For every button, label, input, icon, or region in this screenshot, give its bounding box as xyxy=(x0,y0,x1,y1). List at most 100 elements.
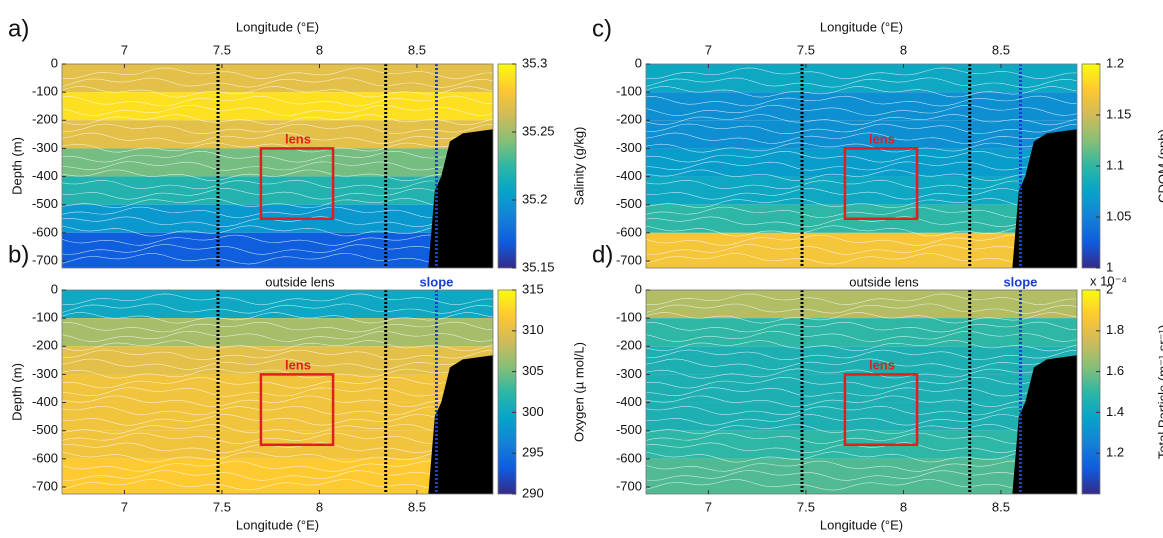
colorbar-tick-label: 35.15 xyxy=(522,259,555,274)
isoline xyxy=(62,86,493,98)
lens-box xyxy=(259,147,335,221)
y-tick-label: -100 xyxy=(616,310,642,325)
isoline xyxy=(62,321,493,333)
x-tick-label: 8.5 xyxy=(992,499,1010,514)
isoline xyxy=(646,312,1077,324)
colorbar-label: Oxygen (µ mol/L) xyxy=(571,342,586,442)
annotation: lens xyxy=(869,357,895,372)
y-tick-label: -100 xyxy=(616,84,642,99)
x-axis-label: Longitude (°E) xyxy=(820,517,903,532)
depth-band xyxy=(646,232,1077,268)
depth-band xyxy=(646,458,1077,494)
y-tick-label: -500 xyxy=(616,422,642,437)
frame xyxy=(61,289,494,495)
isoline xyxy=(646,293,1077,306)
isoline xyxy=(62,303,493,314)
colorbar-tick-label: 1.05 xyxy=(1106,208,1131,223)
y-tick-label: -200 xyxy=(616,112,642,127)
x-tick-label: 8 xyxy=(316,499,323,514)
depth-band xyxy=(62,374,493,403)
colorbar-tick-label: 2 xyxy=(1106,281,1113,296)
isoline xyxy=(646,132,1077,144)
colorbar-tick-label: 295 xyxy=(522,445,544,460)
isoline xyxy=(646,376,1077,389)
annotation: outside lens xyxy=(849,274,919,289)
y-tick-label: -700 xyxy=(32,478,58,493)
y-tick-label: -500 xyxy=(616,196,642,211)
isoline xyxy=(62,432,493,444)
isoline xyxy=(62,142,493,153)
isoline xyxy=(62,123,493,134)
isoline xyxy=(62,340,493,352)
colorbar-label: Total Particle (m⁻¹.sr⁻¹) xyxy=(1155,325,1163,459)
isoline xyxy=(62,225,493,237)
depth-band xyxy=(62,64,493,93)
x-tick-label: 7 xyxy=(705,499,712,514)
isoline xyxy=(62,161,493,171)
isoline xyxy=(646,303,1077,314)
panel-label: a) xyxy=(8,15,29,42)
lens-box xyxy=(843,147,919,221)
isoline xyxy=(62,423,493,435)
isoline xyxy=(646,349,1077,360)
colorbar xyxy=(497,63,517,269)
colorbar-tick-label: 1.1 xyxy=(1106,157,1124,172)
field xyxy=(62,290,493,494)
isoline xyxy=(62,387,493,397)
y-tick-label: -400 xyxy=(616,168,642,183)
y-tick-label: -300 xyxy=(32,366,58,381)
panel: lens 0 -100 -200 -300 -400 -500 -600 -700 7 7.5 8 8.… xyxy=(592,15,1163,274)
frame xyxy=(61,63,494,269)
isoline xyxy=(646,395,1077,408)
isoline xyxy=(646,104,1077,116)
isoline xyxy=(646,234,1077,246)
annotation: lens xyxy=(285,131,311,146)
y-tick-label: -100 xyxy=(32,84,58,99)
depth-band xyxy=(62,318,493,347)
y-tick-label: -200 xyxy=(616,338,642,353)
isoline xyxy=(62,253,493,265)
isoline xyxy=(646,225,1077,237)
y-tick-label: -400 xyxy=(32,168,58,183)
y-tick-label: -600 xyxy=(616,450,642,465)
isoline xyxy=(62,179,493,190)
y-tick-label: -100 xyxy=(32,310,58,325)
isoline xyxy=(62,216,493,227)
isoline xyxy=(62,197,493,209)
lens-box xyxy=(259,373,335,447)
isoline xyxy=(62,460,493,472)
colorbar-tick-label: 315 xyxy=(522,281,544,296)
isoline xyxy=(646,86,1077,98)
y-tick-label: 0 xyxy=(51,55,58,70)
x-tick-label: 8.5 xyxy=(408,42,426,57)
annotation: lens xyxy=(285,357,311,372)
y-tick-label: -200 xyxy=(32,338,58,353)
x-axis-label: Longitude (°E) xyxy=(820,19,903,34)
annotation: outside lens xyxy=(265,274,335,289)
y-tick-label: -400 xyxy=(616,394,642,409)
isoline xyxy=(646,330,1077,342)
isoline xyxy=(646,188,1077,200)
annotation: slope xyxy=(1003,274,1037,289)
x-tick-label: 7 xyxy=(121,42,128,57)
isoline xyxy=(646,77,1077,88)
isoline xyxy=(646,216,1077,227)
isoline xyxy=(62,442,493,453)
colorbar-tick-label: 1.2 xyxy=(1106,55,1124,70)
isoline xyxy=(62,169,493,182)
depth-band xyxy=(62,120,493,149)
isoline xyxy=(62,368,493,379)
y-tick-label: -500 xyxy=(32,196,58,211)
depth-band xyxy=(646,92,1077,121)
isoline xyxy=(62,349,493,360)
colorbar-exponent: x 10⁻⁴ xyxy=(1090,273,1127,288)
y-tick-label: -600 xyxy=(616,224,642,239)
isoline xyxy=(646,387,1077,397)
panel-label: b) xyxy=(8,241,29,268)
isoline xyxy=(62,234,493,246)
colorbar-tick-label: 1.8 xyxy=(1106,322,1124,337)
isoline xyxy=(62,451,493,463)
x-tick-label: 8.5 xyxy=(408,499,426,514)
depth-band xyxy=(646,148,1077,177)
